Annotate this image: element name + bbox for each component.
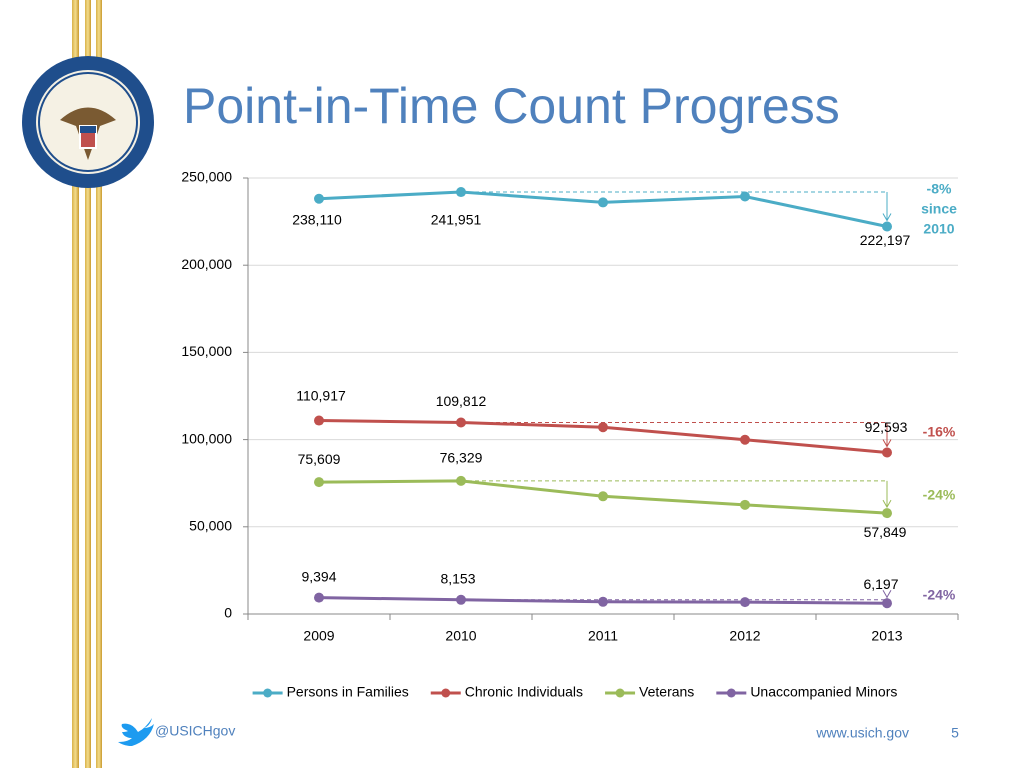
value-label: 238,110: [292, 211, 342, 227]
data-point: [882, 598, 892, 609]
page-number: 5: [951, 725, 959, 741]
data-point: [314, 415, 324, 426]
value-label: 6,197: [863, 576, 898, 592]
arrow-head: [882, 439, 892, 448]
x-tick-label: 2009: [303, 628, 334, 644]
legend-marker: [263, 688, 273, 698]
y-tick-label: 0: [224, 605, 232, 621]
data-point: [598, 596, 608, 607]
twitter-bird: [118, 718, 154, 746]
gold-stripe: [72, 0, 79, 768]
chart-title: Point-in-Time Count Progress: [183, 78, 840, 134]
data-point: [882, 447, 892, 458]
y-tick-label: 50,000: [189, 518, 232, 534]
value-label: 92,593: [865, 419, 908, 435]
y-tick-label: 250,000: [181, 169, 232, 185]
data-point: [456, 187, 466, 198]
data-point: [598, 197, 608, 208]
data-point: [456, 417, 466, 428]
data-point: [456, 594, 466, 605]
data-point: [882, 221, 892, 232]
change-annotation: -8%: [927, 181, 952, 197]
data-point: [882, 508, 892, 519]
gold-stripe: [85, 0, 91, 768]
value-label: 222,197: [860, 232, 911, 248]
value-label: 9,394: [301, 568, 336, 584]
change-annotation: -16%: [923, 424, 956, 440]
data-point: [740, 191, 750, 202]
data-point: [314, 477, 324, 488]
legend-label: Chronic Individuals: [465, 684, 583, 700]
value-label: 75,609: [298, 451, 341, 467]
data-point: [598, 422, 608, 433]
y-tick-label: 100,000: [181, 430, 232, 446]
data-point: [456, 475, 466, 486]
value-label: 8,153: [440, 570, 475, 586]
value-label: 57,849: [864, 524, 907, 540]
legend-marker: [615, 688, 625, 698]
legend-marker: [441, 688, 451, 698]
change-annotation: 2010: [923, 221, 954, 237]
data-point: [740, 499, 750, 510]
seal: [22, 56, 154, 188]
change-annotation: -24%: [923, 587, 956, 603]
value-label: 241,951: [431, 212, 482, 228]
legend-label: Persons in Families: [287, 684, 409, 700]
value-label: 110,917: [296, 387, 346, 403]
legend-label: Unaccompanied Minors: [750, 684, 897, 700]
data-point: [740, 597, 750, 608]
data-point: [740, 434, 750, 445]
data-point: [314, 592, 324, 603]
footer-url: www.usich.gov: [815, 725, 909, 741]
x-tick-label: 2010: [445, 628, 476, 644]
twitter-handle: @USICHgov: [155, 723, 235, 739]
x-tick-label: 2011: [588, 628, 618, 644]
x-tick-label: 2012: [729, 628, 760, 644]
series-line: [318, 190, 888, 228]
y-tick-label: 150,000: [181, 343, 232, 359]
arrow-head: [882, 499, 892, 509]
arrow-head: [882, 589, 892, 599]
y-tick-label: 200,000: [181, 256, 232, 272]
change-annotation: since: [921, 201, 957, 217]
data-point: [598, 491, 608, 502]
value-label: 109,812: [436, 393, 487, 409]
value-label: 76,329: [440, 450, 483, 466]
legend-marker: [726, 688, 736, 698]
gold-stripe: [96, 0, 102, 768]
data-point: [314, 193, 324, 204]
legend-label: Veterans: [639, 684, 694, 700]
change-annotation: -24%: [923, 487, 956, 503]
arrow-head: [882, 213, 892, 222]
x-tick-label: 2013: [871, 628, 902, 644]
